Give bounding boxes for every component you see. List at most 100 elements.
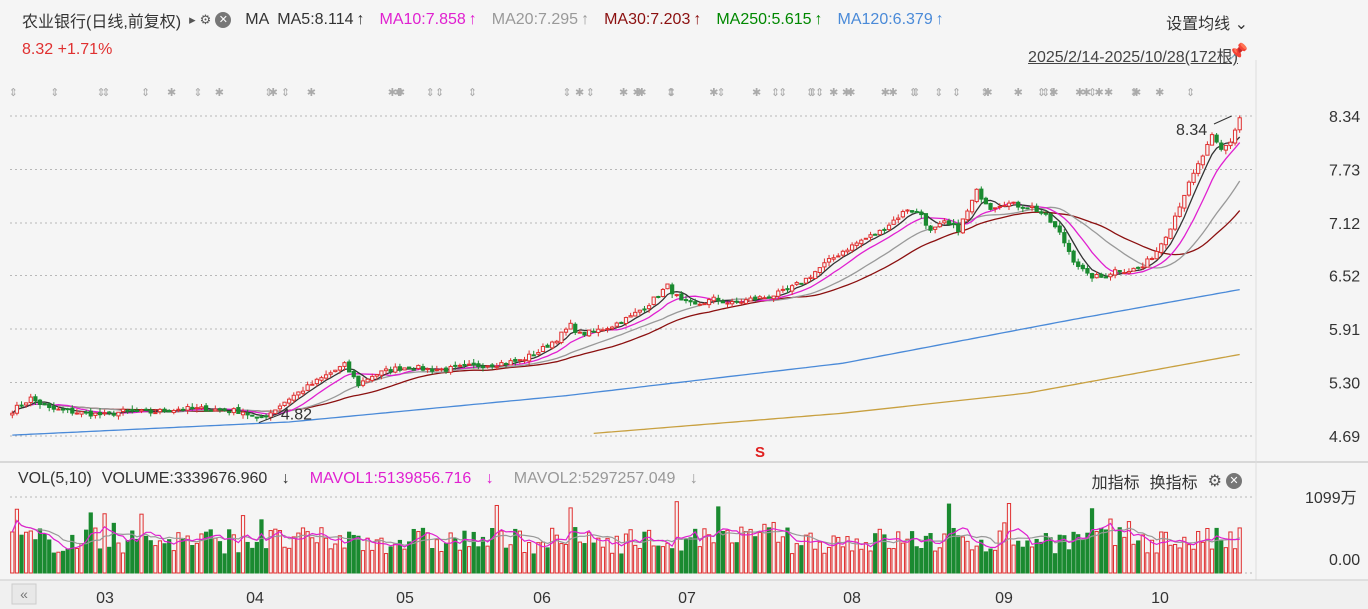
- candle-body: [891, 219, 896, 225]
- add-indicator-button[interactable]: 加指标: [1091, 475, 1140, 492]
- candle: [651, 296, 656, 306]
- volume-bar: [840, 546, 845, 574]
- volume-bar: [1214, 527, 1219, 574]
- candle: [1196, 160, 1201, 177]
- date-range[interactable]: 2025/2/14-2025/10/28(172根): [1028, 49, 1238, 66]
- candle: [1025, 207, 1030, 210]
- candle: [125, 408, 130, 414]
- candle-body: [1094, 273, 1099, 279]
- candle-body: [979, 188, 984, 200]
- candle-body: [245, 412, 250, 416]
- candle: [900, 209, 905, 219]
- candle-body: [960, 218, 965, 234]
- candle-body: [591, 330, 596, 333]
- volume-bar: [725, 529, 730, 574]
- event-marker-icon: ✱: [396, 87, 405, 99]
- set-ma-button[interactable]: 设置均线 ⌄: [1166, 10, 1248, 34]
- candle: [868, 231, 873, 242]
- event-marker-icon: ⇕: [9, 87, 18, 99]
- candle: [919, 209, 924, 219]
- volume-bar: [296, 532, 301, 574]
- candle: [116, 411, 121, 420]
- candle: [33, 394, 38, 405]
- ma-item-1: MA10:7.858 ↑: [379, 11, 477, 28]
- volume-bar: [1085, 532, 1090, 574]
- volume-bar: [148, 540, 153, 574]
- candle-body: [526, 353, 532, 362]
- volume-bar: [942, 533, 947, 574]
- volume-bar: [236, 552, 241, 574]
- candle: [845, 247, 850, 255]
- candle-body: [697, 303, 702, 306]
- candle: [979, 186, 984, 203]
- candle-body: [794, 282, 799, 285]
- volume-bar: [789, 553, 795, 574]
- candle-body: [10, 412, 15, 416]
- candle-body: [1002, 204, 1007, 207]
- last-price: 8.32: [22, 41, 54, 58]
- candle: [263, 413, 269, 421]
- volume-bar: [162, 543, 167, 574]
- event-marker-icon: ✱: [709, 87, 718, 99]
- close-icon[interactable]: ✕: [215, 12, 232, 28]
- volume-bar: [125, 540, 130, 574]
- event-marker-icon: ⇕: [911, 87, 920, 99]
- volume-bar: [822, 552, 827, 574]
- volume-bar: [60, 550, 66, 574]
- play-icon[interactable]: ▸: [189, 12, 196, 27]
- ma-arrow-icon: ↑: [468, 11, 477, 28]
- volume-bar: [513, 528, 518, 574]
- candle: [642, 305, 647, 313]
- mavol1-arrow: ↓: [485, 470, 494, 487]
- candle: [937, 220, 942, 228]
- candle: [762, 295, 767, 300]
- candle-body: [356, 375, 361, 387]
- volume-bar: [194, 542, 199, 574]
- candle-body: [633, 311, 638, 317]
- candle: [725, 301, 730, 308]
- candle-body: [397, 366, 403, 371]
- candle-body: [296, 391, 301, 396]
- candle: [393, 363, 398, 374]
- candle-body: [840, 250, 845, 256]
- candle-body: [107, 411, 112, 414]
- candle-body: [60, 408, 66, 411]
- candle: [365, 378, 370, 383]
- candle: [531, 350, 536, 357]
- candle: [1057, 221, 1062, 235]
- event-marker-icon: ✱: [269, 87, 278, 99]
- ma-arrow-icon: ↑: [935, 11, 944, 28]
- candle: [859, 238, 864, 248]
- candle: [683, 295, 689, 304]
- volume-bar: [937, 547, 942, 574]
- candle-body: [780, 288, 785, 291]
- volume-bar: [347, 531, 352, 574]
- pin-icon[interactable]: 📌: [1228, 44, 1248, 61]
- gear-icon[interactable]: ⚙: [199, 12, 212, 27]
- volume-bar: [130, 530, 135, 574]
- candle-body: [789, 285, 795, 292]
- candle-body: [1089, 273, 1095, 279]
- volume-bar: [374, 539, 379, 574]
- volume-text: VOLUME:3339676.960: [101, 470, 268, 487]
- event-marker-icon: ⇕: [562, 87, 571, 99]
- candle-body: [1048, 213, 1053, 223]
- gear-icon[interactable]: ⚙: [1207, 473, 1222, 490]
- y-tick-label: 4.69: [1329, 429, 1360, 446]
- switch-indicator-button[interactable]: 换指标: [1149, 475, 1198, 492]
- close-icon[interactable]: ✕: [1226, 473, 1242, 489]
- volume-bar: [766, 527, 772, 574]
- volume-bar: [300, 527, 306, 574]
- candle: [111, 410, 116, 418]
- stock-title[interactable]: 农业银行(日线,前复权): [22, 14, 182, 31]
- event-marker-icon: ⇕: [1041, 87, 1050, 99]
- candle-body: [1053, 221, 1058, 228]
- scroll-left-button[interactable]: [11, 583, 37, 605]
- volume-bar: [1136, 540, 1141, 574]
- candle-body: [1126, 270, 1132, 274]
- candle-body: [420, 366, 426, 371]
- candle: [776, 288, 781, 300]
- candle-body: [1085, 268, 1090, 274]
- volume-bar: [600, 546, 606, 574]
